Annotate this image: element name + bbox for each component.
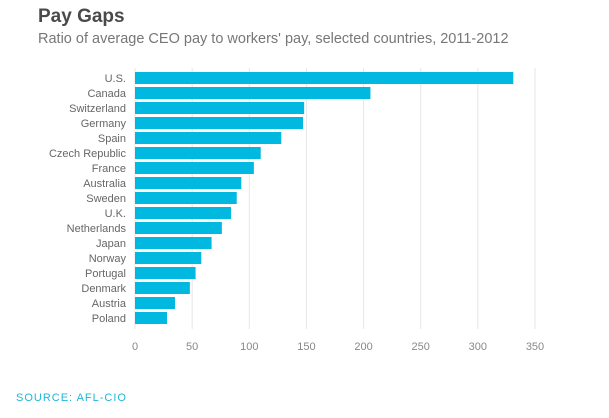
bar-switzerland	[135, 102, 305, 114]
category-label: Czech Republic	[49, 148, 127, 160]
category-label: U.S.	[105, 73, 126, 85]
bar-poland	[135, 312, 167, 324]
category-label: Sweden	[86, 193, 126, 205]
category-label: U.K.	[105, 208, 126, 220]
chart-subtitle: Ratio of average CEO pay to workers' pay…	[38, 31, 509, 47]
category-label: Canada	[87, 88, 126, 100]
bar-czech-republic	[135, 147, 261, 159]
category-label: Japan	[96, 238, 126, 250]
chart-title: Pay Gaps	[38, 6, 125, 27]
category-label: Norway	[89, 253, 127, 265]
x-tick-label: 0	[132, 341, 138, 353]
bar-u-s-	[135, 72, 514, 84]
bar-australia	[135, 177, 242, 189]
bar-germany	[135, 117, 303, 129]
bar-austria	[135, 297, 175, 309]
category-label: Portugal	[85, 268, 126, 280]
category-label: Austria	[92, 298, 127, 310]
bar-denmark	[135, 282, 190, 294]
category-label: Spain	[98, 133, 126, 145]
bar-canada	[135, 87, 371, 99]
x-tick-label: 300	[469, 341, 487, 353]
bar-u-k-	[135, 207, 231, 219]
x-tick-label: 200	[354, 341, 372, 353]
category-label: Denmark	[81, 283, 126, 295]
category-label: France	[92, 163, 126, 175]
x-tick-label: 250	[412, 341, 430, 353]
category-label: Poland	[92, 313, 126, 325]
source-note: SOURCE: AFL-CIO	[16, 392, 127, 404]
category-label: Australia	[83, 178, 127, 190]
x-tick-label: 100	[240, 341, 258, 353]
x-tick-label: 150	[297, 341, 315, 353]
bar-portugal	[135, 267, 196, 279]
bar-spain	[135, 132, 282, 144]
category-label: Switzerland	[69, 103, 126, 115]
category-label: Netherlands	[67, 223, 127, 235]
bar-sweden	[135, 192, 237, 204]
category-label: Germany	[81, 118, 127, 130]
x-tick-label: 350	[526, 341, 544, 353]
x-tick-label: 50	[186, 341, 198, 353]
bar-france	[135, 162, 254, 174]
bar-netherlands	[135, 222, 222, 234]
bar-japan	[135, 237, 212, 249]
bar-norway	[135, 252, 202, 264]
